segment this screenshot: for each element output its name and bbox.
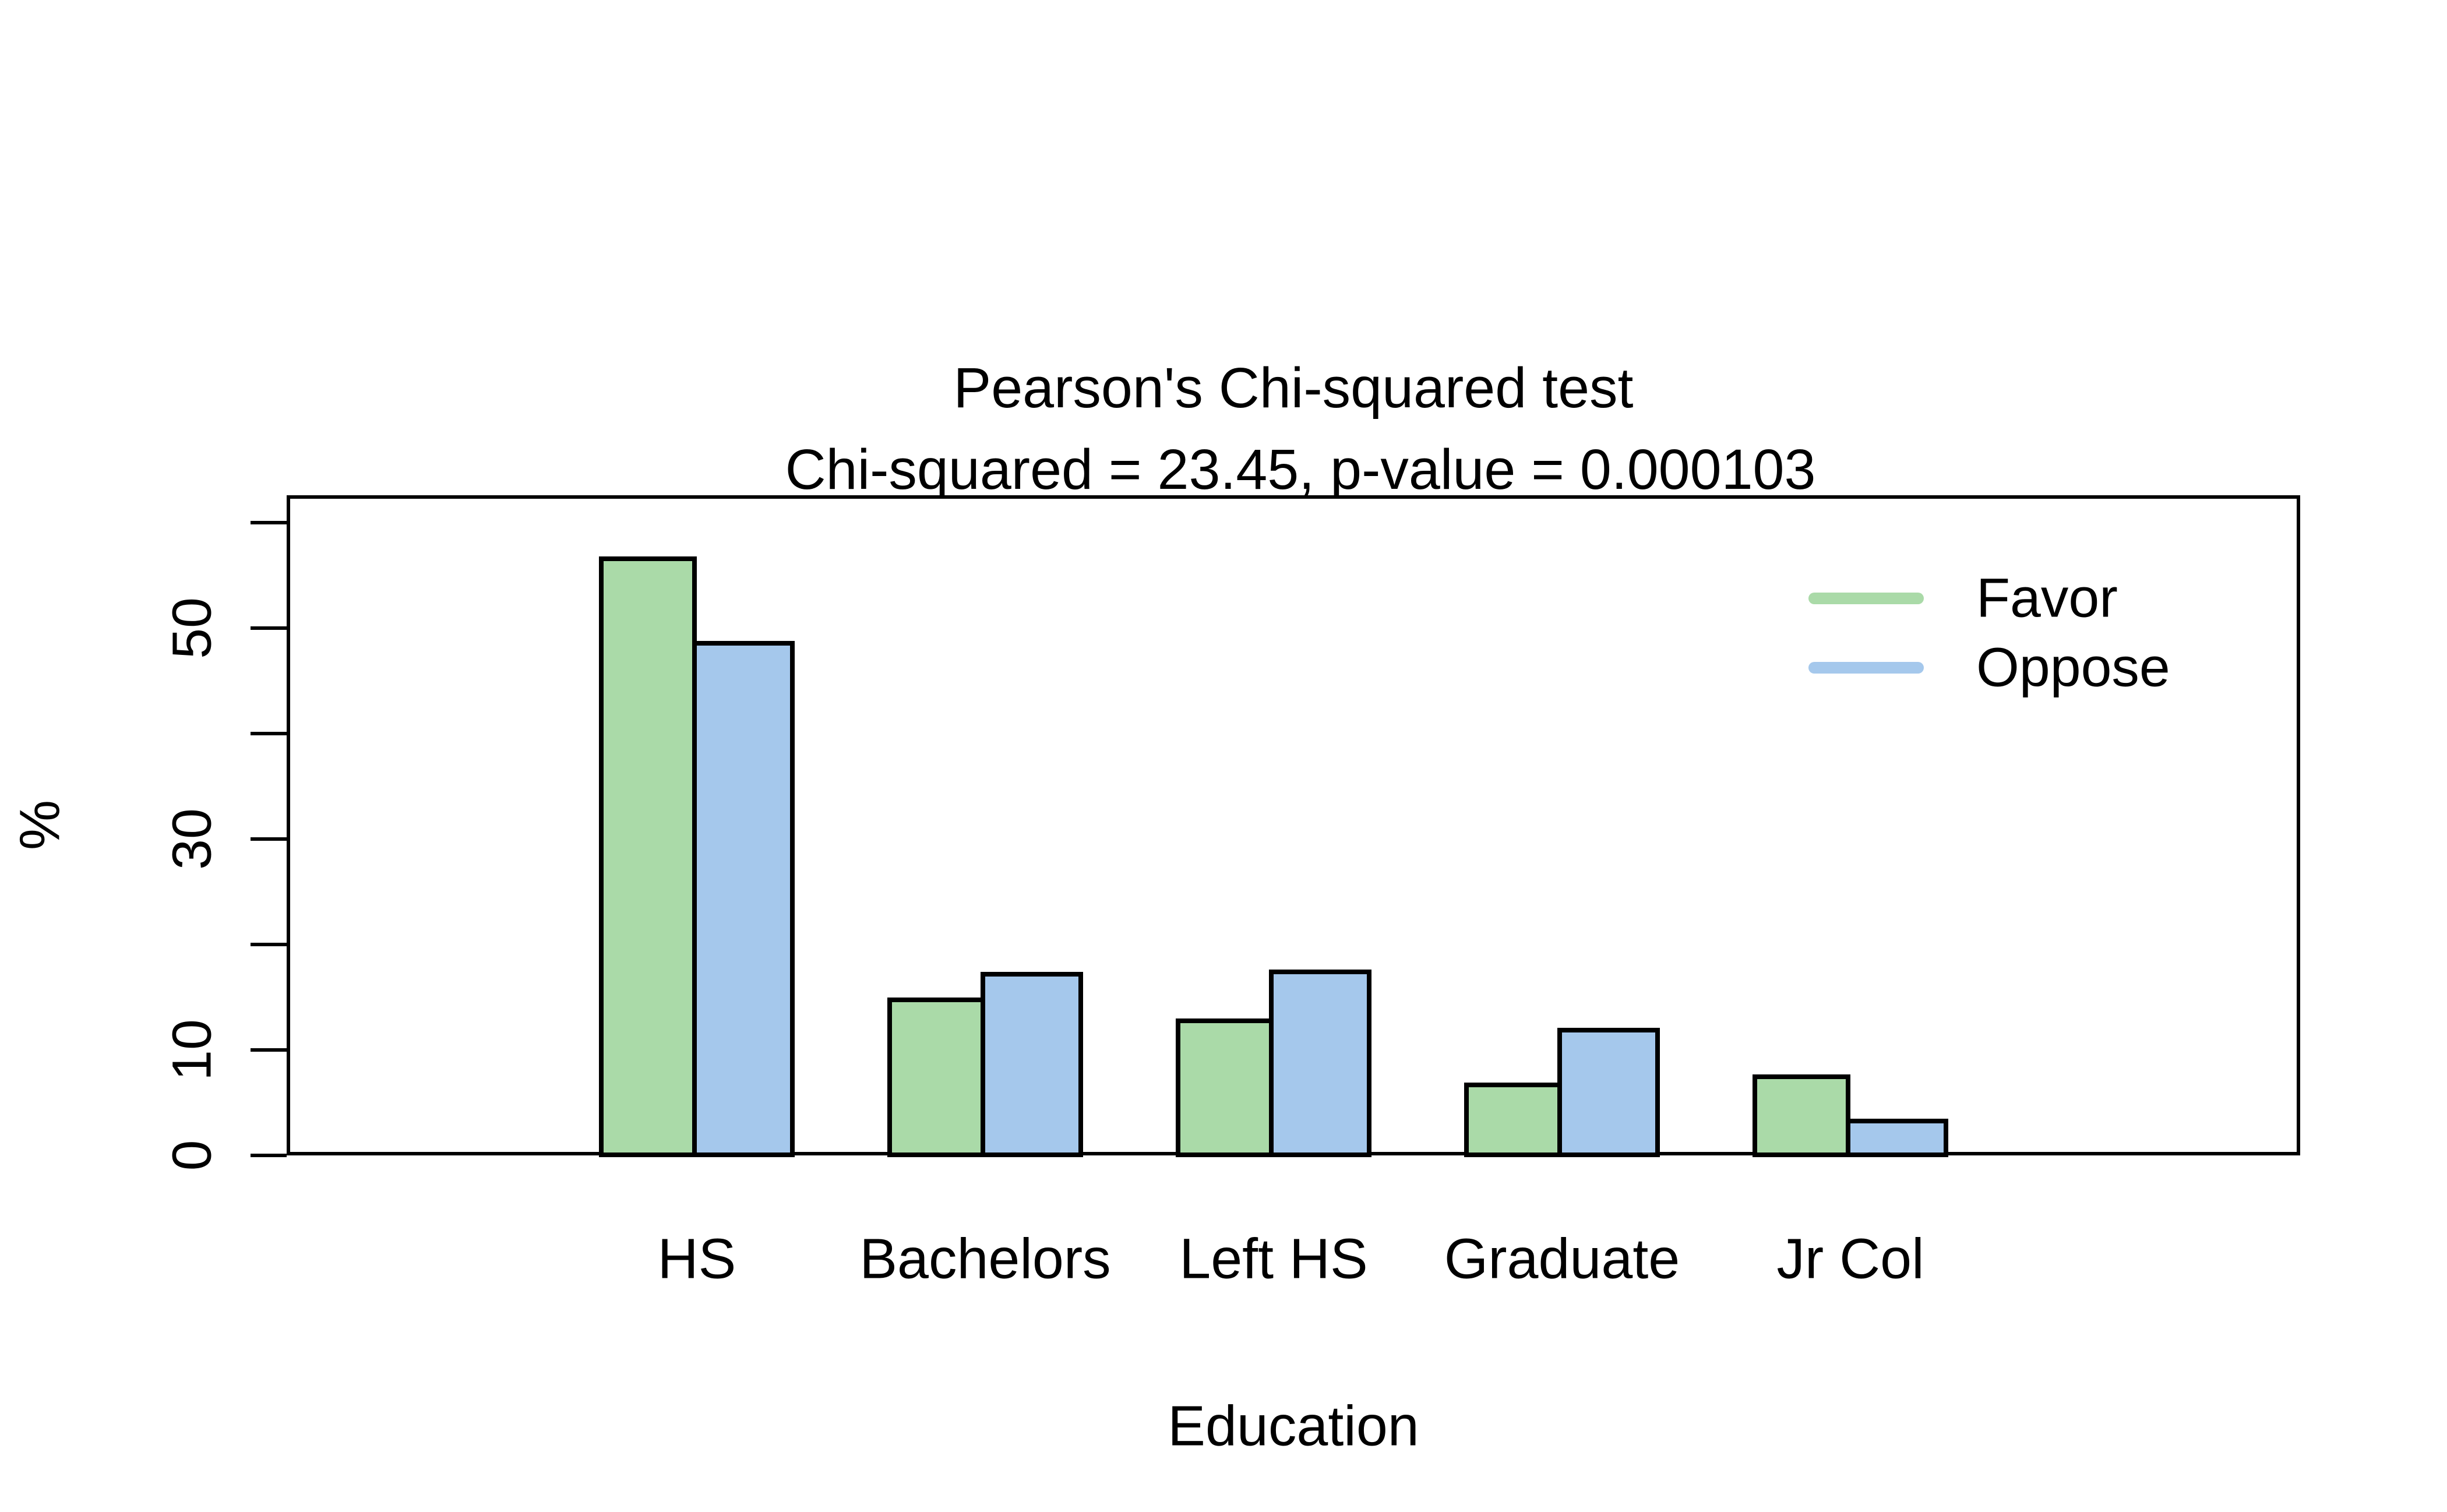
x-axis-label: Education xyxy=(1168,1394,1419,1458)
y-axis-tick xyxy=(251,943,287,947)
x-category-label-graduate: Graduate xyxy=(1444,1226,1680,1291)
bar-favor-hs xyxy=(599,556,697,1157)
y-axis-tick-label: 30 xyxy=(161,808,223,870)
y-axis-tick-label: 10 xyxy=(161,1019,223,1081)
chart-title-line1: Pearson's Chi-squared test xyxy=(953,356,1634,420)
bar-favor-left-hs xyxy=(1176,1018,1274,1157)
y-axis-tick xyxy=(251,1154,287,1157)
legend-label-favor: Favor xyxy=(1976,567,2118,629)
y-axis-tick-label: 50 xyxy=(161,597,223,659)
y-axis-tick xyxy=(251,1048,287,1052)
legend-swatch-favor xyxy=(1808,593,1924,604)
bar-oppose-jr-col xyxy=(1846,1118,1948,1157)
bar-favor-graduate xyxy=(1464,1083,1562,1157)
bar-oppose-left-hs xyxy=(1269,970,1371,1157)
x-category-label-hs: HS xyxy=(657,1226,736,1291)
x-category-label-jr-col: Jr Col xyxy=(1776,1226,1924,1291)
bar-oppose-bachelors xyxy=(981,972,1083,1157)
chart-title-line2: Chi-squared = 23.45, p-value = 0.000103 xyxy=(785,438,1816,501)
legend-label-oppose: Oppose xyxy=(1976,636,2170,699)
bar-favor-bachelors xyxy=(887,997,985,1157)
bar-oppose-graduate xyxy=(1557,1028,1660,1157)
y-axis-tick xyxy=(251,732,287,736)
x-category-label-bachelors: Bachelors xyxy=(859,1226,1111,1291)
y-axis-tick-label: 0 xyxy=(161,1140,223,1171)
bar-oppose-hs xyxy=(692,640,795,1157)
y-axis-label: % xyxy=(8,799,72,851)
legend-swatch-oppose xyxy=(1808,662,1924,674)
y-axis-tick xyxy=(251,521,287,525)
y-axis-tick xyxy=(251,837,287,841)
bar-favor-jr-col xyxy=(1753,1074,1850,1157)
y-axis-tick xyxy=(251,626,287,630)
x-category-label-left-hs: Left HS xyxy=(1179,1226,1368,1291)
